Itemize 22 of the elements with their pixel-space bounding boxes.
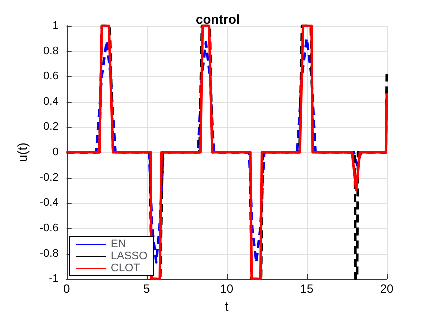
y-tick-label: -0.4 (40, 197, 59, 210)
legend-label: LASSO (111, 250, 148, 262)
legend-label: CLOT (111, 262, 141, 274)
y-tick-label: -0.2 (40, 172, 59, 184)
y-tick-label: 0.2 (44, 121, 59, 134)
legend-label: EN (111, 238, 126, 250)
x-tick-label: 10 (220, 282, 234, 296)
y-axis-title: u(t) (15, 142, 30, 162)
y-tick-label: -0.6 (40, 222, 59, 234)
y-tick-label: 1 (52, 20, 59, 32)
y-tick-label: 0.6 (44, 70, 59, 83)
x-tick-label: 5 (144, 282, 151, 296)
y-tick-label: -0.8 (40, 248, 59, 260)
x-tick-label: 15 (300, 282, 314, 296)
y-tick-label: -1 (49, 273, 59, 286)
chart-title: control (196, 12, 240, 27)
y-tick-label: 0.8 (44, 45, 59, 58)
x-axis-title: t (225, 299, 230, 314)
y-tick-label: 0.4 (44, 96, 59, 108)
x-tick-label: 20 (380, 282, 394, 296)
x-tick-label: 0 (64, 282, 71, 296)
y-tick-label: 0 (52, 146, 59, 159)
